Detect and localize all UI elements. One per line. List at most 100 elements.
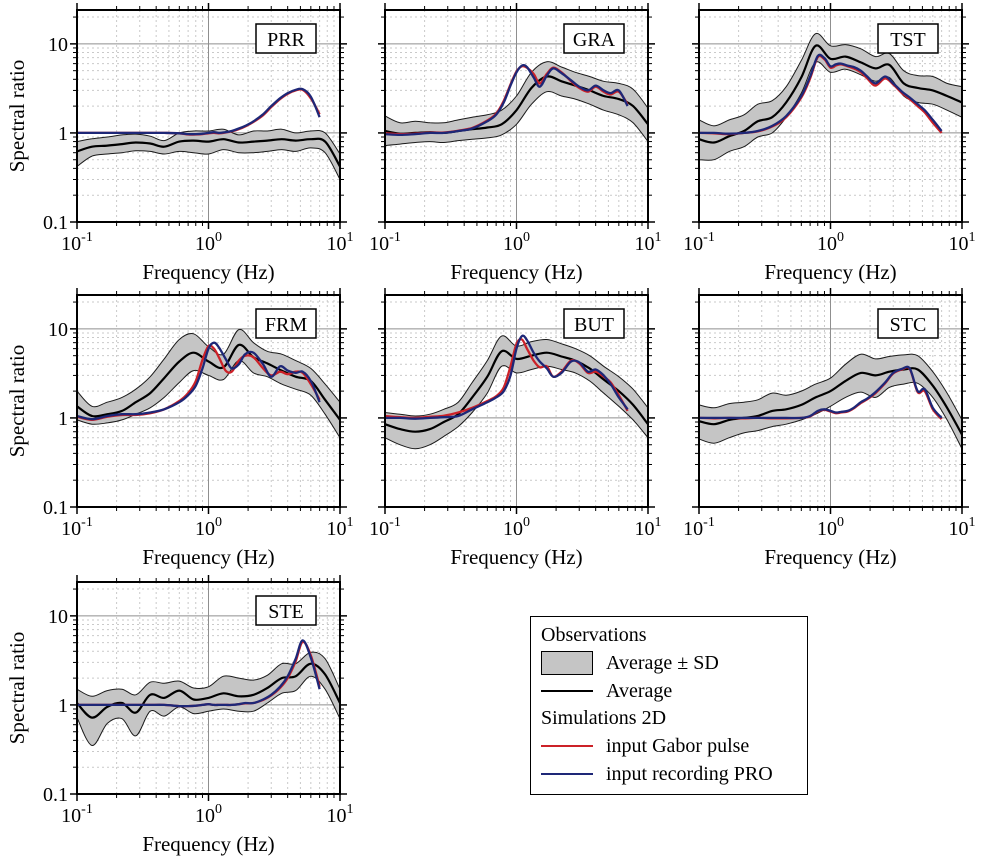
axis-ticks bbox=[378, 3, 655, 229]
band-area bbox=[385, 61, 648, 147]
x-tick-label: 100 bbox=[817, 515, 844, 540]
x-tick-label: 101 bbox=[949, 230, 976, 255]
x-tick-label: 10-1 bbox=[683, 515, 715, 540]
y-tick-label: 10 bbox=[48, 606, 68, 628]
x-tick-label: 100 bbox=[817, 230, 844, 255]
station-label-box bbox=[255, 23, 317, 54]
x-tick-label: 101 bbox=[635, 515, 662, 540]
station-label-box bbox=[877, 308, 939, 339]
y-tick-label: 1 bbox=[58, 123, 68, 145]
x-tick-label: 100 bbox=[195, 802, 222, 827]
legend-item-label: Average ± SD bbox=[606, 651, 719, 674]
legend-item-average: Average bbox=[541, 678, 797, 704]
legend-header-simulations: Simulations 2D bbox=[541, 707, 667, 730]
y-tick-label: 0.1 bbox=[43, 497, 68, 519]
data-area bbox=[77, 87, 340, 181]
data-area bbox=[77, 328, 340, 439]
band-swatch bbox=[541, 650, 593, 675]
y-tick-label: 0.1 bbox=[43, 212, 68, 234]
x-axis-label: Frequency (Hz) bbox=[142, 832, 274, 856]
station-label: BUT bbox=[574, 314, 614, 336]
average-line bbox=[385, 349, 648, 433]
x-axis-label: Frequency (Hz) bbox=[764, 260, 896, 284]
pro-line-swatch bbox=[541, 772, 593, 775]
x-tick-label: 10-1 bbox=[61, 230, 93, 255]
y-axis-label: Spectral ratio bbox=[5, 345, 29, 458]
subplot-gra: 10-1 100 101 Frequency (Hz) GRA bbox=[369, 3, 662, 284]
x-axis-label: Frequency (Hz) bbox=[450, 545, 582, 569]
pro-line bbox=[77, 639, 321, 708]
pro-line bbox=[77, 341, 321, 421]
legend-header-observations: Observations bbox=[541, 624, 647, 646]
subplot-but: 10-1 100 101 Frequency (Hz) BUT bbox=[369, 288, 662, 569]
x-tick-label: 101 bbox=[635, 230, 662, 255]
axis-ticks bbox=[692, 3, 969, 229]
x-tick-label: 10-1 bbox=[683, 230, 715, 255]
station-label: STC bbox=[890, 314, 927, 336]
x-tick-label: 101 bbox=[327, 515, 354, 540]
y-tick-label: 1 bbox=[58, 695, 68, 717]
y-tick-label: 10 bbox=[48, 319, 68, 341]
y-tick-label: 1 bbox=[58, 408, 68, 430]
legend-item-label: input Gabor pulse bbox=[606, 735, 750, 758]
average-line-swatch bbox=[541, 689, 593, 692]
station-label: TST bbox=[890, 29, 926, 51]
legend-item-label: Average bbox=[606, 679, 673, 702]
x-tick-label: 101 bbox=[327, 230, 354, 255]
x-axis-label: Frequency (Hz) bbox=[142, 260, 274, 284]
x-tick-label: 101 bbox=[327, 802, 354, 827]
station-label: FRM bbox=[265, 314, 307, 336]
data-area bbox=[385, 334, 648, 450]
x-tick-label: 10-1 bbox=[61, 802, 93, 827]
y-tick-label: 0.1 bbox=[43, 784, 68, 806]
subplot-stc: 10-1 100 101 Frequency (Hz) STC bbox=[683, 288, 976, 569]
pro-line bbox=[385, 63, 629, 137]
data-area bbox=[77, 639, 340, 746]
axis-ticks bbox=[378, 288, 655, 514]
data-area bbox=[699, 353, 962, 450]
x-axis-label: Frequency (Hz) bbox=[450, 260, 582, 284]
station-label-box bbox=[877, 23, 939, 54]
station-label: PRR bbox=[267, 29, 305, 51]
station-label: STE bbox=[268, 601, 304, 623]
legend-item-gabor: input Gabor pulse bbox=[541, 733, 797, 759]
legend-box: Observations Average ± SD Average Simula… bbox=[530, 616, 808, 795]
x-tick-label: 100 bbox=[503, 230, 530, 255]
average-line bbox=[77, 137, 340, 168]
axis-ticks bbox=[70, 3, 347, 229]
y-axis-label: Spectral ratio bbox=[5, 60, 29, 173]
data-area bbox=[385, 61, 648, 147]
x-tick-label: 100 bbox=[503, 515, 530, 540]
y-tick-label: 10 bbox=[48, 34, 68, 56]
data-area bbox=[699, 32, 962, 161]
axis-ticks bbox=[70, 288, 347, 514]
x-tick-label: 100 bbox=[195, 230, 222, 255]
station-label-box bbox=[563, 23, 625, 54]
band-area bbox=[699, 353, 962, 450]
x-tick-label: 100 bbox=[195, 515, 222, 540]
pro-line bbox=[385, 334, 629, 420]
band-area bbox=[77, 328, 340, 439]
subplot-tst: 10-1 100 101 Frequency (Hz) TST bbox=[683, 3, 976, 284]
gabor-line-swatch bbox=[541, 745, 593, 748]
axis-ticks bbox=[70, 575, 347, 801]
legend-item-label: input recording PRO bbox=[606, 762, 773, 785]
average-line bbox=[77, 343, 340, 421]
pro-line bbox=[699, 53, 943, 135]
x-axis-label: Frequency (Hz) bbox=[142, 545, 274, 569]
x-tick-label: 10-1 bbox=[369, 515, 401, 540]
x-tick-label: 10-1 bbox=[369, 230, 401, 255]
station-label-box bbox=[255, 595, 317, 626]
station-label: GRA bbox=[573, 29, 616, 51]
x-tick-label: 101 bbox=[949, 515, 976, 540]
x-tick-label: 10-1 bbox=[61, 515, 93, 540]
legend-item-pro: input recording PRO bbox=[541, 761, 797, 787]
axis-ticks bbox=[692, 288, 969, 514]
station-label-box bbox=[563, 308, 625, 339]
pro-line bbox=[699, 365, 943, 420]
station-label-box bbox=[255, 308, 317, 339]
